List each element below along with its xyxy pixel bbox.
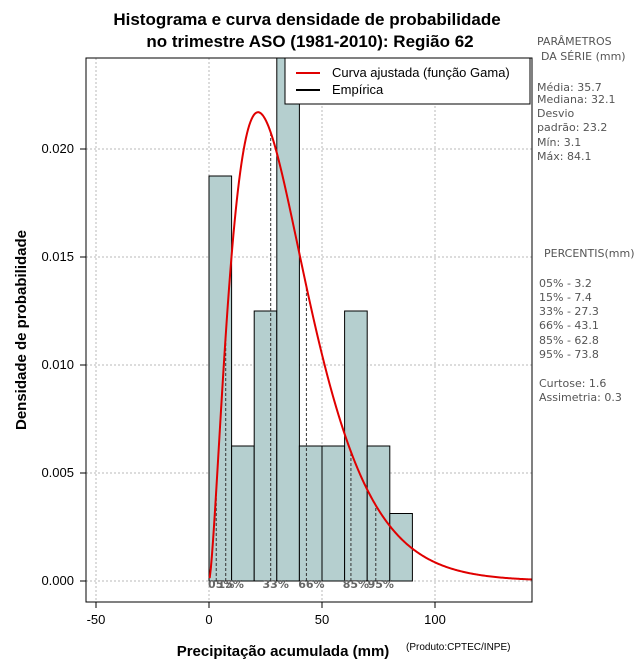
params-heading-2: DA SÉRIE (mm): [541, 50, 626, 63]
y-tick-label: 0.020: [41, 141, 74, 156]
percentis-panel: PERCENTIS(mm) 05% - 3.2 15% - 7.4 33% - …: [539, 247, 635, 404]
axes: -50 0 50 100 0.000 0.005 0.010 0.015 0.020: [41, 57, 533, 627]
percentis-heading: PERCENTIS(mm): [544, 247, 635, 260]
percentil-line: 33% - 27.3: [539, 305, 599, 318]
histogram-bar: [389, 513, 413, 582]
legend: Curva ajustada (função Gama) Empírica: [284, 57, 531, 105]
percentil-line: 05% - 3.2: [539, 277, 592, 290]
percentile-lines: 05%15% 33% 66% 85%95%: [208, 132, 394, 591]
assimetria-line: Assimetria: 0.3: [539, 391, 622, 404]
x-tick-label: 100: [424, 612, 446, 627]
percentile-label: 95%: [368, 578, 394, 591]
x-tick-label: -50: [87, 612, 106, 627]
y-tick-label: 0.010: [41, 357, 74, 372]
legend-empirical-label: Empírica: [332, 82, 384, 97]
credit-label: (Produto:CPTEC/INPE): [406, 642, 510, 653]
legend-box: [284, 57, 531, 105]
y-tick-label: 0.015: [41, 249, 74, 264]
percentil-line: 95% - 73.8: [539, 348, 599, 361]
param-max: Máx: 84.1: [537, 150, 591, 163]
percentile-label: 33%: [263, 578, 289, 591]
histogram-bars: [208, 58, 413, 582]
histogram-bar: [321, 445, 346, 582]
y-tick-label: 0.005: [41, 465, 74, 480]
percentil-line: 66% - 43.1: [539, 319, 599, 332]
param-mediana: Mediana: 32.1: [537, 93, 615, 106]
params-heading-1: PARÂMETROS: [537, 35, 612, 48]
histogram-bar: [298, 445, 323, 582]
x-axis-label: Precipitação acumulada (mm): [177, 643, 390, 660]
gamma-curve-group: [208, 111, 532, 581]
percentile-label: 66%: [298, 578, 324, 591]
x-tick-label: 0: [205, 612, 212, 627]
param-desvio-2: padrão: 23.2: [537, 121, 607, 134]
legend-gamma-label: Curva ajustada (função Gama): [332, 65, 510, 80]
histogram-bar: [208, 175, 233, 582]
curtose-line: Curtose: 1.6: [539, 377, 606, 390]
y-tick-label: 0.000: [41, 573, 74, 588]
param-min: Mín: 3.1: [537, 136, 581, 149]
percentil-line: 15% - 7.4: [539, 291, 592, 304]
percentile-label: 15%: [218, 578, 244, 591]
histogram-bar: [253, 310, 278, 582]
percentil-line: 85% - 62.8: [539, 334, 599, 347]
parameters-panel: PARÂMETROS DA SÉRIE (mm) Média: 35.7 Med…: [537, 35, 626, 163]
histogram-bar: [231, 445, 255, 582]
chart-title-line2: no trimestre ASO (1981-2010): Região 62: [146, 32, 473, 51]
percentile-label: 85%: [343, 578, 369, 591]
x-tick-label: 50: [315, 612, 329, 627]
chart-title-line1: Histograma e curva densidade de probabil…: [113, 10, 500, 29]
gamma-curve: [208, 111, 532, 581]
histogram-bar: [366, 445, 391, 582]
histogram-bar: [276, 58, 300, 582]
param-media: Média: 35.7: [537, 81, 602, 94]
param-desvio-1: Desvio: [537, 107, 575, 120]
percentile-label: 05%: [208, 578, 234, 591]
y-axis-label: Densidade de probabilidade: [13, 230, 30, 430]
